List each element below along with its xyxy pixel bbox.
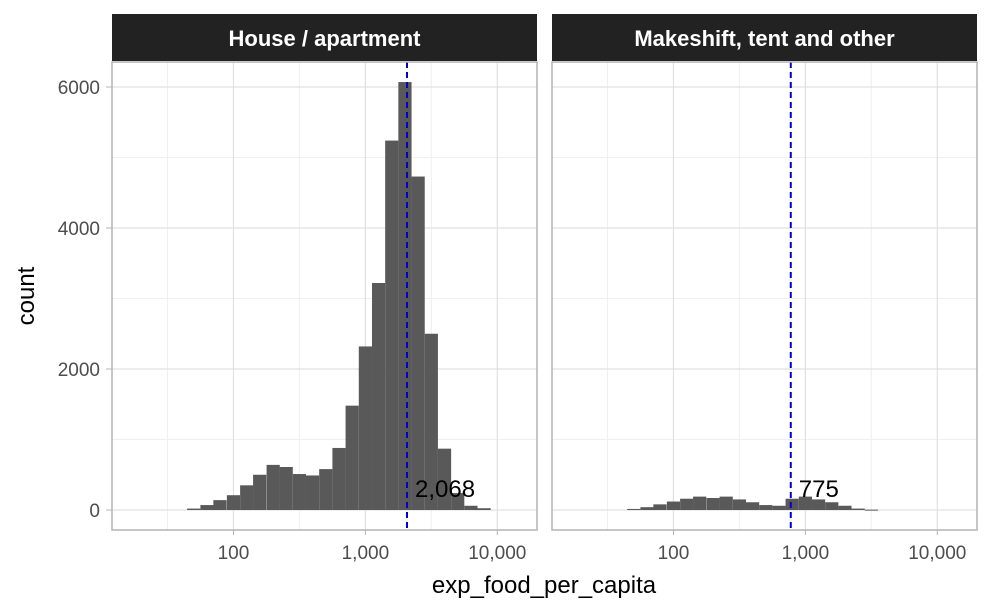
median-label: 775 bbox=[799, 476, 839, 503]
panel-bars bbox=[627, 496, 878, 511]
histogram-bar bbox=[306, 475, 320, 510]
histogram-bar bbox=[332, 447, 346, 510]
histogram-bar bbox=[653, 504, 667, 510]
y-tick-label: 4000 bbox=[58, 219, 100, 240]
histogram-bar bbox=[706, 498, 720, 510]
histogram-bar bbox=[266, 464, 280, 510]
histogram-bar bbox=[798, 496, 812, 510]
histogram-bar bbox=[811, 499, 826, 510]
panel-house-apartment: 2,068 House / apartment 100 1,000 10,000 bbox=[111, 14, 538, 564]
histogram-bar bbox=[825, 502, 839, 510]
y-tick-label: 2000 bbox=[58, 360, 100, 381]
x-tick-label: 100 bbox=[658, 543, 690, 564]
histogram-bar bbox=[292, 474, 306, 510]
histogram-bar bbox=[640, 507, 654, 510]
histogram-bar bbox=[200, 505, 214, 510]
panel-makeshift-tent-other: 775 Makeshift, tent and other 100 1,000 10… bbox=[551, 14, 978, 564]
y-tick-label: 6000 bbox=[58, 78, 100, 99]
median-label: 2,068 bbox=[415, 476, 475, 503]
histogram-bar bbox=[864, 509, 878, 511]
histogram-bar bbox=[437, 448, 452, 510]
y-tick-label: 0 bbox=[89, 501, 100, 522]
strip-background bbox=[112, 14, 537, 61]
histogram-bar bbox=[719, 496, 733, 510]
x-tick-label: 10,000 bbox=[908, 543, 966, 564]
histogram-bar bbox=[213, 500, 227, 510]
histogram-bar bbox=[187, 508, 201, 510]
histogram-bar bbox=[772, 505, 786, 510]
x-axis-title: exp_food_per_capita bbox=[432, 572, 657, 599]
histogram-bar bbox=[464, 505, 478, 510]
x-axis-ticks: 100 1,000 10,000 bbox=[658, 530, 966, 564]
panel-border bbox=[111, 61, 538, 531]
x-tick-label: 1,000 bbox=[782, 543, 830, 564]
panel-border bbox=[551, 61, 978, 531]
x-tick-label: 1,000 bbox=[342, 543, 390, 564]
panel-grid bbox=[552, 62, 977, 530]
strip-title: House / apartment bbox=[229, 26, 422, 51]
histogram-bar bbox=[746, 502, 760, 510]
histogram-bar bbox=[253, 474, 267, 510]
histogram-bar bbox=[732, 499, 746, 510]
histogram-bar bbox=[279, 466, 293, 510]
x-tick-label: 100 bbox=[218, 543, 250, 564]
histogram-bar bbox=[451, 493, 465, 510]
panel-background bbox=[552, 62, 977, 530]
histogram-bar bbox=[371, 282, 386, 510]
histogram-bar bbox=[345, 405, 359, 510]
histogram-bar bbox=[851, 508, 865, 510]
histogram-bar bbox=[240, 485, 254, 510]
histogram-bar bbox=[627, 508, 641, 510]
panel-bars bbox=[187, 82, 491, 510]
histogram-bar bbox=[680, 498, 694, 510]
histogram-bar bbox=[358, 346, 372, 510]
histogram-bar bbox=[319, 469, 333, 510]
strip-background bbox=[552, 14, 977, 61]
y-axis-ticks: 0 2000 4000 6000 bbox=[58, 78, 112, 522]
histogram-bar bbox=[666, 501, 681, 510]
y-axis-title: count bbox=[13, 266, 40, 325]
histogram-bar bbox=[398, 82, 412, 510]
x-tick-label: 10,000 bbox=[468, 543, 526, 564]
histogram-bar bbox=[759, 505, 773, 510]
histogram-bar bbox=[693, 496, 707, 510]
histogram-bar bbox=[838, 505, 852, 510]
histogram-bar bbox=[477, 508, 491, 510]
panel-background bbox=[112, 62, 537, 530]
histogram-bar bbox=[785, 498, 799, 510]
histogram-bar bbox=[385, 140, 399, 510]
x-axis-ticks: 100 1,000 10,000 bbox=[218, 530, 526, 564]
histogram-bar bbox=[411, 176, 425, 510]
strip-title: Makeshift, tent and other bbox=[634, 26, 895, 51]
histogram-bar bbox=[424, 333, 438, 510]
histogram-bar bbox=[226, 495, 241, 510]
